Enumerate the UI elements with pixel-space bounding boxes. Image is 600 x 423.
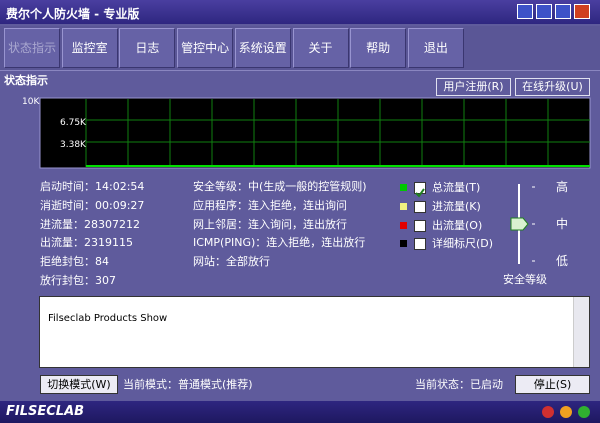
toolbar-tab[interactable]: 系统设置	[234, 28, 291, 68]
legend-label: 出流量(O)	[432, 218, 483, 232]
toolbar-tab[interactable]: 管控中心	[177, 28, 234, 68]
stat-left: 启动时间：14:02:54	[40, 180, 145, 193]
news-box: Filseclab Products Show	[39, 296, 590, 368]
scrollbar[interactable]	[573, 297, 589, 367]
legend-checkbox[interactable]	[414, 219, 426, 232]
graph-y-label: 10K	[22, 97, 40, 107]
graph-y-label: 3.38K	[60, 140, 87, 150]
toolbar-tab[interactable]: 退出	[407, 28, 464, 68]
legend-checkbox[interactable]	[414, 200, 426, 213]
security-level: 低	[556, 254, 569, 268]
security-label: 安全等级	[503, 273, 547, 286]
stat-right: 网站：全部放行	[193, 255, 270, 269]
stat-right: ICMP(PING)：连入拒绝，连出放行	[193, 236, 366, 250]
stat-right: 安全等级：中(生成一般的控管规则)	[193, 180, 367, 193]
register-button[interactable]: 用户注册(R)	[436, 78, 511, 96]
stat-right: 网上邻居：连入询问，连出放行	[193, 217, 347, 231]
stat-left: 进流量：28307212	[40, 217, 140, 231]
legend-checkbox[interactable]	[414, 238, 426, 251]
section-title: 状态指示	[4, 74, 48, 87]
footer: FILSECLAB	[0, 401, 600, 423]
upgrade-button[interactable]: 在线升级(U)	[515, 78, 590, 96]
graph-y-label: 6.75K	[60, 118, 87, 128]
toolbar-tab[interactable]: 帮助	[350, 28, 407, 68]
stop-button[interactable]: 停止(S)	[515, 375, 590, 394]
legend-swatch	[400, 240, 407, 248]
legend-checkbox[interactable]	[414, 182, 426, 198]
legend-label: 进流量(K)	[432, 199, 481, 213]
legend-swatch	[400, 202, 407, 210]
window-title: 费尔个人防火墙 - 专业版	[6, 7, 140, 21]
legend-label: 详细标尺(D)	[432, 237, 494, 251]
stat-left: 放行封包：307	[40, 274, 116, 287]
toolbar-tab[interactable]: 状态指示	[4, 28, 60, 68]
brand: FILSECLAB	[6, 404, 85, 419]
news-text: Filseclab Products Show	[48, 313, 168, 324]
stat-right: 应用程序：连入拒绝，连出询问	[193, 198, 347, 212]
stat-left: 出流量：2319115	[40, 236, 133, 250]
toolbar-tab[interactable]: 监控室	[61, 28, 118, 68]
window-minimize[interactable]	[536, 4, 552, 19]
toolbar: 状态指示 监控室 日志 管控中心 系统设置 关于 帮助 退出	[0, 26, 600, 71]
toolbar-tab[interactable]: 关于	[292, 28, 349, 68]
window-close[interactable]	[574, 4, 590, 19]
legend-swatch	[400, 184, 407, 191]
stat-left: 消逝时间：00:09:27	[40, 198, 145, 212]
legend-swatch	[400, 221, 407, 229]
security-level: 高	[556, 180, 569, 194]
stat-left: 拒绝封包：84	[40, 255, 109, 269]
legend-label: 总流量(T)	[432, 181, 481, 194]
current-mode: 当前模式：普通模式(推荐)	[123, 378, 253, 391]
mode-button[interactable]: 切换模式(W)	[40, 375, 118, 394]
security-slider[interactable]	[505, 180, 535, 270]
status-lights	[542, 406, 590, 418]
graph-area	[39, 97, 591, 169]
window-maximize[interactable]	[555, 4, 571, 19]
window-minimize-to-tray[interactable]	[517, 4, 533, 19]
title-bar: 费尔个人防火墙 - 专业版	[0, 0, 600, 24]
current-status: 当前状态：已启动	[415, 378, 503, 391]
traffic-graph: 10K 6.75K 3.38K	[22, 97, 591, 169]
toolbar-tab[interactable]: 日志	[119, 28, 176, 68]
security-level: 中	[556, 217, 569, 231]
